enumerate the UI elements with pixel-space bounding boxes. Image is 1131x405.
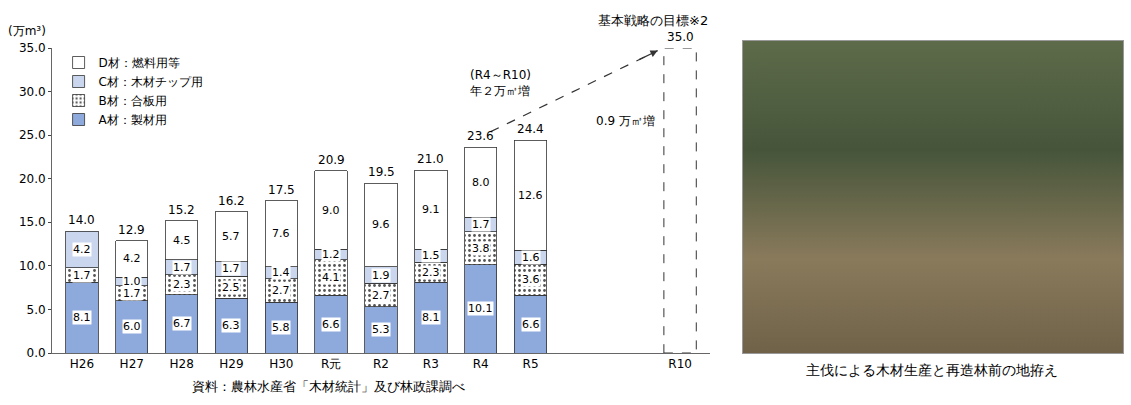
svg-text:35.0: 35.0 (19, 41, 46, 55)
svg-text:D材：燃料用等: D材：燃料用等 (99, 56, 180, 70)
svg-text:1.7: 1.7 (73, 269, 91, 282)
svg-text:35.0: 35.0 (667, 30, 694, 44)
svg-text:0.9 万㎥増: 0.9 万㎥増 (596, 114, 655, 128)
svg-text:4.2: 4.2 (73, 243, 91, 256)
svg-text:2.5: 2.5 (222, 281, 240, 294)
svg-text:5.8: 5.8 (272, 321, 290, 334)
svg-text:15.0: 15.0 (19, 215, 46, 229)
svg-text:1.4: 1.4 (272, 266, 290, 279)
svg-text:B材：合板用: B材：合板用 (99, 94, 167, 108)
svg-text:6.7: 6.7 (173, 317, 191, 330)
svg-text:30.0: 30.0 (19, 85, 46, 99)
html-text:主伐による木材生産と再造林前の地拵え: 主伐による木材生産と再造林前の地拵え (806, 362, 1058, 378)
svg-text:3.6: 3.6 (522, 273, 540, 286)
svg-text:8.0: 8.0 (472, 176, 490, 189)
svg-text:基本戦略の目標※2: 基本戦略の目標※2 (598, 13, 708, 28)
svg-text:1.2: 1.2 (322, 248, 340, 261)
svg-text:1.0: 1.0 (123, 275, 141, 288)
svg-text:(R4～R10)年２万㎥増: (R4～R10)年２万㎥増 (470, 68, 531, 98)
svg-text:17.5: 17.5 (268, 183, 295, 197)
svg-text:6.6: 6.6 (322, 318, 340, 331)
svg-text:12.6: 12.6 (518, 189, 543, 202)
svg-text:15.2: 15.2 (168, 203, 195, 217)
svg-text:2.7: 2.7 (272, 284, 290, 297)
svg-text:R2: R2 (373, 357, 389, 371)
svg-text:8.1: 8.1 (422, 311, 440, 324)
svg-text:0.0: 0.0 (27, 346, 46, 360)
svg-text:21.0: 21.0 (417, 152, 444, 166)
svg-text:14.0: 14.0 (68, 213, 95, 227)
svg-text:9.6: 9.6 (372, 218, 390, 231)
svg-text:1.7: 1.7 (472, 218, 490, 231)
svg-text:6.3: 6.3 (222, 319, 240, 332)
svg-text:9.0: 9.0 (322, 204, 340, 217)
svg-text:5.3: 5.3 (372, 323, 390, 336)
svg-text:10.0: 10.0 (19, 259, 46, 273)
svg-text:H26: H26 (70, 357, 94, 371)
svg-text:2.3: 2.3 (173, 278, 191, 291)
svg-text:4.5: 4.5 (173, 234, 191, 247)
svg-text:24.4: 24.4 (517, 122, 544, 136)
svg-text:5.7: 5.7 (222, 230, 240, 243)
svg-text:H28: H28 (169, 357, 193, 371)
svg-text:6.6: 6.6 (522, 318, 540, 331)
svg-text:1.5: 1.5 (422, 249, 440, 262)
svg-text:6.0: 6.0 (123, 320, 141, 333)
svg-text:R10: R10 (668, 357, 692, 371)
svg-text:16.2: 16.2 (218, 194, 245, 208)
svg-text:R5: R5 (523, 357, 539, 371)
svg-text:H30: H30 (269, 357, 293, 371)
svg-text:12.9: 12.9 (118, 223, 145, 237)
svg-text:10.1: 10.1 (468, 302, 493, 315)
svg-text:1.7: 1.7 (173, 261, 191, 274)
svg-text:3.8: 3.8 (472, 242, 490, 255)
svg-text:2.7: 2.7 (372, 289, 390, 302)
svg-text:25.0: 25.0 (19, 128, 46, 142)
svg-text:7.6: 7.6 (272, 227, 290, 240)
svg-text:9.1: 9.1 (422, 203, 440, 216)
svg-text:20.0: 20.0 (19, 172, 46, 186)
svg-text:2.3: 2.3 (422, 266, 440, 279)
svg-text:R3: R3 (423, 357, 439, 371)
svg-text:20.9: 20.9 (318, 153, 345, 167)
svg-text:1.6: 1.6 (522, 251, 540, 264)
svg-text:4.2: 4.2 (123, 252, 141, 265)
svg-text:19.5: 19.5 (368, 165, 395, 179)
svg-text:23.6: 23.6 (467, 129, 494, 143)
svg-text:C材：木材チップ用: C材：木材チップ用 (99, 75, 203, 89)
svg-text:R4: R4 (473, 357, 489, 371)
svg-text:資料：農林水産省「木材統計」及び林政課調べ: 資料：農林水産省「木材統計」及び林政課調べ (192, 379, 465, 394)
svg-text:(万m³): (万m³) (8, 24, 46, 38)
svg-text:A材：製材用: A材：製材用 (99, 113, 167, 127)
svg-text:R元: R元 (321, 357, 341, 371)
svg-text:5.0: 5.0 (27, 303, 46, 317)
svg-text:H27: H27 (120, 357, 144, 371)
svg-text:8.1: 8.1 (73, 311, 91, 324)
svg-text:1.9: 1.9 (372, 269, 390, 282)
svg-text:4.1: 4.1 (322, 271, 340, 284)
svg-text:1.7: 1.7 (222, 262, 240, 275)
svg-text:H29: H29 (219, 357, 243, 371)
svg-text:1.7: 1.7 (123, 287, 141, 300)
